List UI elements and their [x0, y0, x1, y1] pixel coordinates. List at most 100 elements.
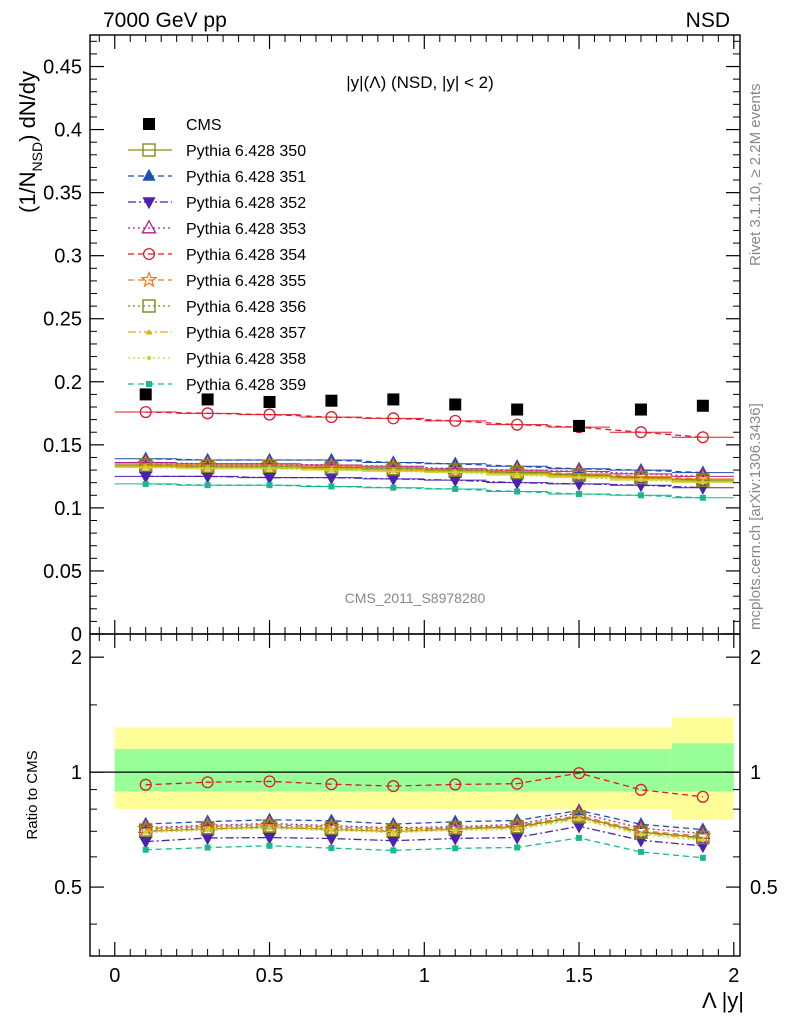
series-4-line — [145, 411, 703, 438]
legend-entry-series-5: Pythia 6.428 355 — [128, 270, 306, 290]
legend-entry-series-7: Pythia 6.428 357 — [128, 325, 306, 342]
y-tick-label: 0.15 — [43, 435, 82, 457]
legend-entry-cms: CMS — [143, 117, 222, 134]
series-2-point — [448, 475, 462, 488]
series-2-point — [572, 479, 586, 492]
y-tick-label: 0.45 — [43, 57, 82, 79]
series-4-ratio-point — [696, 790, 709, 803]
series-6-ratio-point — [510, 820, 524, 834]
legend-marker — [146, 381, 152, 387]
y-tick-label: 0.35 — [43, 183, 82, 205]
legend-entry-series-3: Pythia 6.428 353 — [128, 219, 306, 238]
series-2-point — [386, 474, 400, 487]
series-4-ratio-point — [572, 767, 586, 780]
series-8-point — [453, 470, 458, 475]
x-axis-label: Λ |y| — [702, 988, 744, 1013]
series-9-point — [452, 485, 459, 492]
series-9-point — [328, 483, 335, 490]
series-9-point — [637, 492, 644, 499]
series-2-line — [145, 475, 703, 489]
legend-entry-series-1: Pythia 6.428 351 — [128, 168, 306, 186]
series-4-ratio-point — [387, 780, 400, 793]
mcplots-label: mcplots.cern.ch [arXiv:1306.3436] — [747, 403, 764, 630]
legend-label: Pythia 6.428 351 — [186, 169, 306, 186]
legend-marker — [141, 219, 157, 234]
legend-entry-series-6: Pythia 6.428 356 — [128, 299, 306, 316]
series-4-ratio-point — [201, 776, 214, 789]
ratio-tick-label-right: 1 — [750, 762, 761, 784]
legend-label: Pythia 6.428 355 — [186, 273, 306, 290]
series-9-point — [204, 482, 211, 489]
legend-marker — [142, 168, 156, 181]
series-9-ratio-point — [142, 846, 149, 853]
series-6-ratio-point — [324, 821, 339, 835]
series-9-ratio-point — [266, 842, 273, 849]
legend-entry-series-8: Pythia 6.428 358 — [128, 351, 306, 368]
analysis-watermark: CMS_2011_S8978280 — [345, 590, 486, 606]
series-4-ratio-point — [263, 775, 276, 788]
series-8-point — [514, 472, 520, 478]
series-8-point — [329, 467, 334, 473]
x-tick-label: 0 — [109, 965, 120, 987]
series-9-ratio-point — [699, 854, 706, 861]
series-6-ratio-point — [200, 821, 215, 835]
stat-uncertainty-band — [114, 748, 672, 792]
series-6-point — [324, 460, 339, 475]
cms-data-point — [449, 398, 462, 411]
series-2-ratio-point — [386, 835, 400, 848]
legend-label: Pythia 6.428 354 — [186, 247, 306, 264]
series-4-point — [634, 426, 648, 439]
series-6-ratio-point — [448, 821, 462, 835]
legend-marker — [142, 197, 156, 210]
series-8-ratio-point — [267, 826, 272, 831]
legend-marker — [145, 329, 153, 335]
series-2-point — [324, 472, 339, 485]
cms-data-point — [139, 388, 152, 401]
series-8-point — [205, 466, 210, 472]
series-4-point — [511, 418, 524, 431]
series-6-ratio-point — [572, 810, 586, 824]
series-2-ratio-point — [448, 833, 462, 846]
series-9-point — [514, 488, 521, 495]
series-2-ratio-line — [145, 825, 703, 847]
series-9-point — [576, 491, 583, 498]
series-8-point — [576, 475, 582, 480]
series-7-ratio-line — [145, 817, 703, 840]
legend-entry-series-9: Pythia 6.428 359 — [128, 377, 306, 394]
series-9-point — [142, 480, 149, 487]
legend-marker — [146, 355, 152, 361]
series-8-ratio-point — [205, 828, 210, 833]
series-9-point — [699, 494, 706, 501]
series-6-point — [510, 465, 524, 480]
series-6-point — [572, 468, 586, 482]
series-2-point — [201, 471, 215, 484]
series-4-ratio-point — [634, 783, 648, 796]
series-8-point — [391, 469, 396, 474]
series-6-point — [696, 473, 710, 487]
cms-data-point — [263, 395, 276, 408]
legend-label: Pythia 6.428 356 — [186, 299, 306, 316]
series-4-ratio-line — [145, 772, 703, 798]
legend-label: Pythia 6.428 359 — [186, 377, 306, 394]
series-9-point — [390, 484, 397, 491]
cms-data-point — [511, 403, 524, 416]
cms-data-point — [325, 394, 338, 407]
series-9-ratio-point — [328, 845, 335, 852]
cms-data-point — [201, 393, 214, 406]
series-2-ratio-point — [262, 832, 277, 845]
series-1-ratio-line — [145, 809, 703, 831]
series-8-point — [267, 466, 272, 472]
series-6-point — [634, 470, 648, 485]
series-6-ratio-point — [139, 823, 153, 837]
x-tick-label: 2 — [728, 965, 739, 987]
series-4-point — [139, 406, 152, 419]
series-8-ratio-point — [700, 838, 706, 843]
series-9-ratio-point — [576, 834, 583, 841]
series-8-ratio-point — [453, 828, 458, 833]
legend-label: Pythia 6.428 353 — [186, 221, 306, 238]
series-9-ratio-point — [390, 847, 397, 854]
series-8-ratio-point — [514, 827, 520, 832]
header-right-label: NSD — [686, 9, 730, 32]
x-tick-label: 1.5 — [565, 965, 593, 987]
